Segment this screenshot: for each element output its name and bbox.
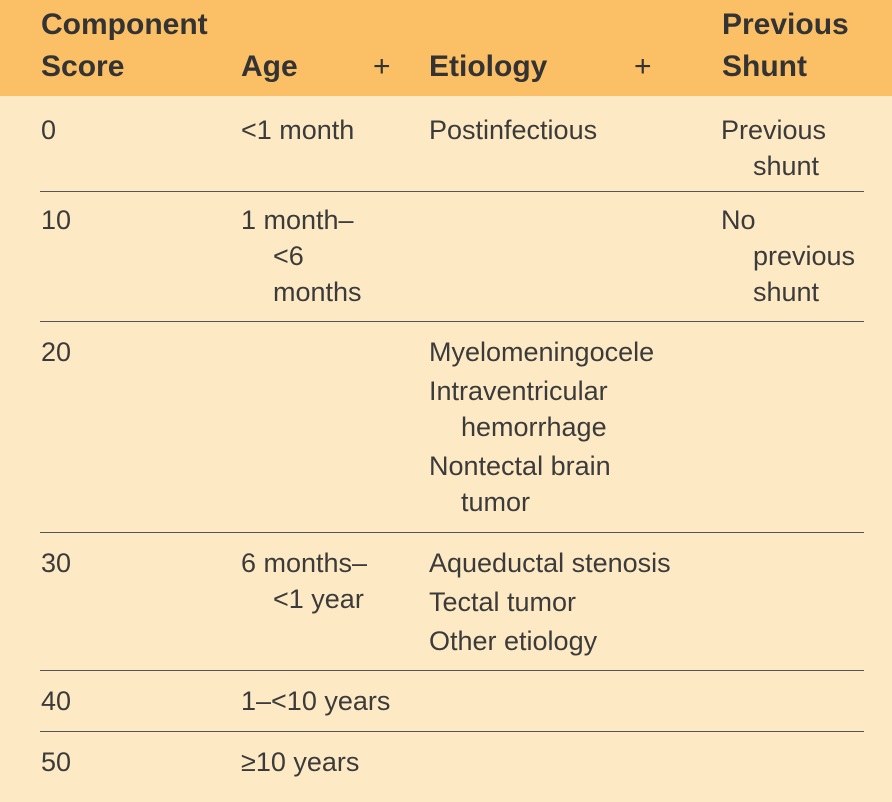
row-divider bbox=[40, 731, 864, 732]
etiology-item: Tectal tumor bbox=[429, 584, 671, 620]
header-score-line-1: Component bbox=[41, 8, 208, 41]
etiology-item: Myelomeningocele bbox=[429, 334, 654, 370]
cell-line: hemorrhage bbox=[461, 412, 607, 442]
cell-line: Postinfectious bbox=[429, 115, 598, 145]
cell-line: Tectal tumor bbox=[429, 587, 577, 617]
etiology-item: Nontectal brain tumor bbox=[429, 448, 654, 520]
cell-line: 1–<10 years bbox=[241, 686, 391, 716]
cell-line: months bbox=[273, 277, 362, 307]
cell-score: 20 bbox=[41, 337, 72, 367]
header-age: Age bbox=[241, 50, 298, 83]
header-shunt-line-2: Shunt bbox=[722, 50, 807, 83]
etiology-item: Postinfectious bbox=[429, 112, 597, 148]
cell-line: <1 year bbox=[273, 584, 364, 614]
cell-score: 10 bbox=[41, 205, 72, 235]
header-plus-1: + bbox=[373, 50, 391, 83]
cell-line: Previous bbox=[721, 115, 827, 145]
cell-etiology: Myelomeningocele Intraventricular hemorrha… bbox=[429, 334, 654, 520]
cell-line: 6 months– bbox=[241, 548, 368, 578]
cell-score: 50 bbox=[41, 747, 72, 777]
cell-line: previous bbox=[753, 241, 856, 271]
cell-age: 1–<10 years bbox=[241, 683, 390, 719]
cell-line: <1 month bbox=[241, 115, 355, 145]
header-shunt-line-1: Previous bbox=[722, 8, 849, 41]
cell-age: 1 month– <6 months bbox=[241, 202, 362, 310]
row-divider bbox=[40, 670, 864, 671]
cell-line: No bbox=[721, 205, 756, 235]
cell-line: Intraventricular bbox=[429, 376, 608, 406]
cell-line: 1 month– bbox=[241, 205, 354, 235]
cell-score: 40 bbox=[41, 686, 72, 716]
cell-line: <6 bbox=[273, 241, 304, 271]
cell-etiology: Postinfectious bbox=[429, 112, 597, 148]
cell-score: 0 bbox=[41, 115, 57, 145]
cell-line: ≥10 years bbox=[241, 747, 360, 777]
table-header: Component Score Age + Etiology + Previou… bbox=[0, 0, 892, 96]
cell-line: Aqueductal stenosis bbox=[429, 548, 671, 578]
cell-line: Other etiology bbox=[429, 626, 598, 656]
cell-age: 6 months– <1 year bbox=[241, 545, 367, 617]
header-etiology: Etiology bbox=[429, 50, 548, 83]
header-previous-shunt: Previous Shunt bbox=[722, 4, 849, 88]
cell-etiology: Aqueductal stenosis Tectal tumor Other eti… bbox=[429, 545, 671, 659]
header-component-score: Component Score bbox=[41, 4, 208, 88]
cell-line: Nontectal brain bbox=[429, 451, 611, 481]
cell-line: Myelomeningocele bbox=[429, 337, 655, 367]
row-divider bbox=[40, 321, 864, 322]
row-divider bbox=[40, 191, 864, 192]
etiology-item: Aqueductal stenosis bbox=[429, 545, 671, 581]
row-divider bbox=[40, 532, 864, 533]
cell-line: shunt bbox=[753, 151, 820, 181]
etiology-item: Other etiology bbox=[429, 623, 671, 659]
header-plus-2: + bbox=[634, 50, 652, 83]
cell-age: ≥10 years bbox=[241, 744, 359, 780]
cell-score: 30 bbox=[41, 548, 72, 578]
cell-previous-shunt: No previous shunt bbox=[721, 202, 855, 310]
cell-previous-shunt: Previous shunt bbox=[721, 112, 826, 184]
cell-line: tumor bbox=[461, 487, 531, 517]
cell-line: shunt bbox=[753, 277, 820, 307]
header-score-line-2: Score bbox=[41, 50, 125, 83]
etiology-item: Intraventricular hemorrhage bbox=[429, 373, 654, 445]
cell-age: <1 month bbox=[241, 112, 354, 148]
